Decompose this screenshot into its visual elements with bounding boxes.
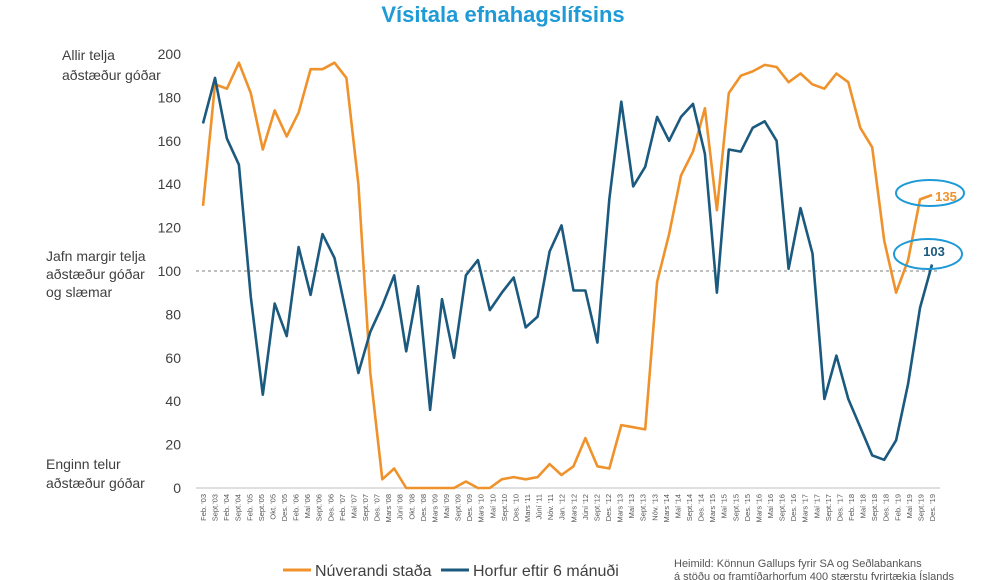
y-tick-label: 200: [158, 46, 182, 62]
x-tick-label: Des. '06: [326, 494, 335, 521]
x-tick-label: Feb. '04: [222, 494, 231, 521]
annotation-all-good-1: Allir telja: [62, 47, 115, 63]
x-axis: Feb. '03 Sept.'03 Feb. '04 Sept.'04 Feb. '05…: [199, 494, 937, 523]
x-tick-label: Mars '16: [754, 494, 763, 523]
source-line-2: á stöðu og framtíðarhorfum 400 stærstu f…: [674, 570, 955, 580]
x-tick-label: Sept.'16: [778, 494, 787, 521]
annotation-equal-2: aðstæður góðar: [46, 266, 145, 282]
x-tick-label: Sept.'06: [315, 494, 324, 521]
x-tick-label: Sept.'17: [824, 494, 833, 521]
y-tick-label: 140: [158, 176, 182, 192]
x-tick-label: Mars '14: [662, 494, 671, 523]
end-label-highlight-1: [895, 179, 965, 207]
x-tick-label: Sept.'07: [361, 494, 370, 521]
x-tick-label: Des. '17: [835, 494, 844, 521]
x-tick-label: Maí '13: [627, 494, 636, 518]
x-tick-label: Feb. '18: [847, 494, 856, 521]
legend-label-outlook: Horfur eftir 6 mánuði: [473, 563, 619, 580]
x-tick-label: Feb. '19: [893, 494, 902, 521]
y-tick-label: 100: [158, 263, 182, 279]
x-tick-label: Des. '05: [280, 494, 289, 521]
x-tick-label: Júní '12: [581, 494, 590, 520]
x-tick-label: Sept.'13: [639, 494, 648, 521]
x-tick-label: Maí '16: [766, 494, 775, 518]
x-tick-label: Mars '09: [430, 494, 439, 523]
y-tick-label: 80: [165, 306, 181, 322]
series-line-2: [201, 76, 934, 462]
x-tick-label: Sept.'12: [592, 494, 601, 521]
annotation-none-1: Enginn telur: [46, 456, 121, 472]
y-tick-label: 20: [165, 437, 181, 453]
x-tick-label: Mars '13: [616, 494, 625, 523]
x-tick-label: Sept.'19: [916, 494, 925, 521]
y-tick-label: 120: [158, 220, 182, 236]
end-label-1: 135: [935, 189, 957, 204]
x-tick-label: Mars '10: [477, 494, 486, 523]
legend-label-current: Núverandi staða: [315, 563, 432, 580]
x-tick-label: Des. '19: [928, 494, 937, 521]
y-tick-label: 160: [158, 133, 182, 149]
source-line-1: Heimild: Könnun Gallups fyrir SA og Seðl…: [674, 558, 922, 570]
annotation-equal-1: Jafn margir telja: [46, 248, 146, 264]
x-tick-label: Mars '17: [801, 494, 810, 523]
x-tick-label: Maí '17: [812, 494, 821, 518]
x-tick-label: Nóv. '11: [546, 494, 555, 520]
x-tick-label: Des. '14: [697, 494, 706, 521]
x-tick-label: Des. '15: [743, 494, 752, 521]
annotation-equal-3: og slæmar: [46, 284, 112, 300]
x-tick-label: Des. '12: [604, 494, 613, 521]
x-tick-label: Maí '14: [673, 494, 682, 518]
x-tick-label: Júní '08: [396, 494, 405, 520]
x-tick-label: Des. '09: [465, 494, 474, 521]
x-tick-label: Okt. '08: [407, 494, 416, 520]
series-lines: [201, 61, 934, 490]
x-tick-label: Mars '08: [384, 494, 393, 523]
x-tick-label: Júní '11: [535, 494, 544, 519]
x-tick-label: Sept.'18: [870, 494, 879, 521]
y-axis: 0 20 40 60 80 100 120 140 160 180 200: [158, 46, 182, 496]
x-tick-label: Sept.'05: [257, 494, 266, 521]
x-tick-label: Mars '12: [569, 494, 578, 523]
x-tick-label: Feb. '07: [338, 494, 347, 521]
x-tick-label: Des. '08: [419, 494, 428, 521]
annotation-none-2: aðstæður góðar: [46, 475, 145, 491]
x-tick-label: Des. '10: [511, 494, 520, 521]
y-tick-label: 60: [165, 350, 181, 366]
end-label-highlight-2: [893, 238, 963, 270]
x-tick-label: Feb. '06: [292, 494, 301, 521]
y-tick-label: 180: [158, 89, 182, 105]
x-tick-label: Feb. '05: [245, 494, 254, 521]
x-tick-label: Mars '15: [708, 494, 717, 523]
x-tick-label: Nóv. '13: [650, 494, 659, 521]
x-tick-label: Feb. '03: [199, 494, 208, 521]
x-tick-label: Sept.'03: [211, 494, 220, 521]
x-tick-label: Sept.'09: [454, 494, 463, 521]
x-tick-label: Sept.'10: [500, 494, 509, 521]
x-tick-label: Maí '18: [859, 494, 868, 518]
annotation-all-good-2: aðstæður góðar: [62, 67, 161, 83]
x-tick-label: Okt. '05: [268, 494, 277, 520]
x-tick-label: Jan. '12: [558, 494, 567, 520]
end-label-2: 103: [923, 244, 945, 259]
x-tick-label: Sept.'04: [234, 494, 243, 521]
y-tick-label: 40: [165, 393, 181, 409]
x-tick-label: Des. '16: [789, 494, 798, 521]
x-tick-label: Mars '11: [523, 494, 532, 522]
x-tick-label: Maí '19: [905, 494, 914, 518]
x-tick-label: Maí '10: [488, 494, 497, 518]
x-tick-label: Maí '15: [720, 494, 729, 518]
x-tick-label: Maí '09: [442, 494, 451, 518]
y-tick-label: 0: [173, 480, 181, 496]
x-tick-label: Des. '18: [882, 494, 891, 521]
series-line-1: [201, 61, 933, 490]
x-tick-label: Maí '07: [349, 494, 358, 518]
chart-title: Vísitala efnahagslífsins: [381, 2, 624, 27]
x-tick-label: Maí '06: [303, 494, 312, 518]
x-tick-label: Sept.'15: [731, 494, 740, 521]
x-tick-label: Des. '07: [373, 494, 382, 521]
x-tick-label: Sept.'14: [685, 494, 694, 521]
